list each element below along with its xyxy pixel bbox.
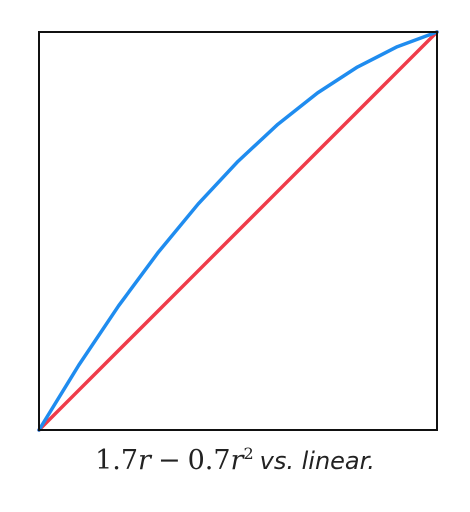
- series-layer: [37, 30, 439, 432]
- coefficient-b: 0.7: [187, 445, 231, 476]
- variable-r-squared: r: [230, 445, 244, 476]
- plot-frame: [38, 31, 438, 431]
- coefficient-a: 1.7: [95, 445, 139, 476]
- caption-text: vs. linear.: [259, 447, 375, 475]
- series-line-linear: [37, 30, 439, 432]
- minus-sign: −: [157, 445, 181, 476]
- caption-formula: 1.7r −0.7r2: [95, 445, 254, 476]
- chart-caption: 1.7r −0.7r2 vs. linear.: [0, 445, 470, 476]
- variable-r: r: [138, 445, 151, 476]
- exponent: 2: [243, 444, 254, 463]
- series-line-curve: [37, 30, 439, 432]
